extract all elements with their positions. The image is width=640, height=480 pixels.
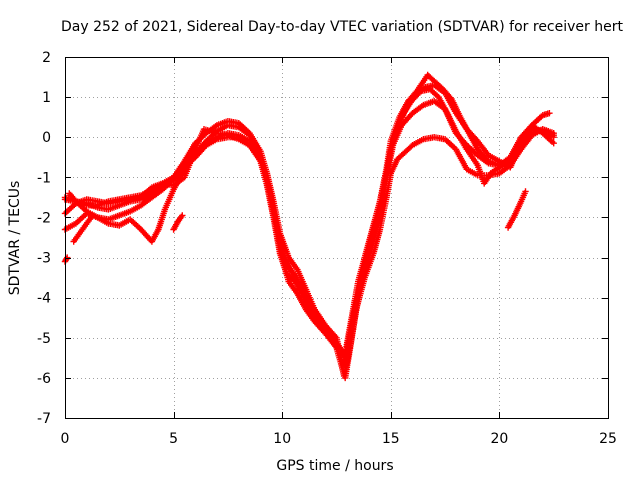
series-segment-d — [504, 188, 529, 231]
series-segment-c — [170, 212, 186, 233]
x-axis-label: GPS time / hours — [276, 458, 393, 474]
series-track-4 — [66, 71, 557, 370]
x-tick-label: 5 — [169, 431, 178, 447]
y-axis-label: SDTVAR / TECUs — [7, 181, 23, 296]
plot-frame — [65, 57, 609, 419]
x-tick-label: 25 — [599, 431, 617, 447]
x-tick-label: 20 — [490, 431, 508, 447]
series-segment-a — [61, 254, 71, 265]
y-tick-label: -3 — [37, 251, 51, 267]
tick-labels: 0 5 10 15 20 25 -7 -6 -5 -4 -3 -2 -1 0 1 2 — [37, 50, 617, 447]
y-tick-label: 0 — [42, 130, 51, 146]
series-track-3 — [61, 81, 553, 382]
series-track-1 — [61, 126, 557, 380]
y-tick-label: 1 — [42, 90, 51, 106]
y-tick-label: -4 — [37, 291, 51, 307]
y-tick-label: -1 — [37, 170, 51, 186]
series-layer — [61, 71, 557, 382]
y-tick-label: -6 — [37, 371, 51, 387]
y-tick-label: -7 — [37, 411, 51, 427]
chart-title: Day 252 of 2021, Sidereal Day-to-day VTE… — [61, 19, 623, 35]
y-tick-label: -2 — [37, 210, 51, 226]
grid — [65, 57, 608, 418]
y-tick-label: -5 — [37, 331, 51, 347]
x-tick-label: 10 — [273, 431, 291, 447]
y-tick-label: 2 — [42, 50, 51, 66]
ticks — [65, 57, 609, 419]
series-segment-b — [70, 214, 95, 245]
x-tick-label: 0 — [61, 431, 70, 447]
x-tick-label: 15 — [382, 431, 400, 447]
